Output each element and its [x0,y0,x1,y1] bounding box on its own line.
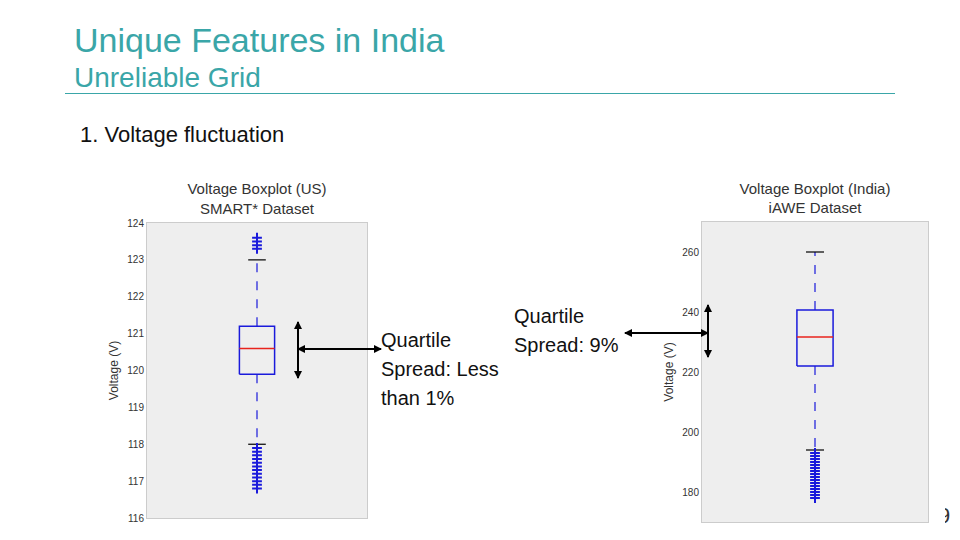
svg-text:Voltage Boxplot (India)iAWE Da: Voltage Boxplot (India)iAWE Dataset [740,180,891,217]
svg-text:Voltage (V): Voltage (V) [662,342,676,401]
svg-text:180: 180 [682,487,699,498]
svg-text:118: 118 [128,439,144,450]
html-text:Spread: 9%: Spread: 9% [514,334,619,356]
svg-text:240: 240 [682,307,699,318]
svg-text:124: 124 [127,218,144,229]
svg-text:117: 117 [128,476,144,487]
html-text:Spread: Less: Spread: Less [381,358,499,380]
html-text:Quartile: Quartile [381,329,451,351]
html-text:Unreliable Grid: Unreliable Grid [74,62,261,93]
html-text:9: 9 [938,503,951,528]
svg-text:119: 119 [128,402,144,413]
svg-text:121: 121 [127,328,144,339]
svg-text:123: 123 [127,254,144,265]
svg-text:122: 122 [127,291,144,302]
svg-text:200: 200 [682,427,699,438]
html-text:than 1%: than 1% [381,387,455,409]
html-text:1. Voltage fluctuation: 1. Voltage fluctuation [80,122,285,147]
svg-text:220: 220 [682,367,699,378]
html-text:Unique Features in India: Unique Features in India [74,21,445,59]
svg-text:260: 260 [682,247,699,258]
svg-text:120: 120 [127,365,144,376]
svg-text:Voltage (V): Voltage (V) [107,341,121,400]
svg-text:116: 116 [128,513,144,524]
html-text:Quartile: Quartile [514,305,584,327]
svg-text:Voltage Boxplot (US)SMART* Dat: Voltage Boxplot (US)SMART* Dataset [187,180,326,217]
